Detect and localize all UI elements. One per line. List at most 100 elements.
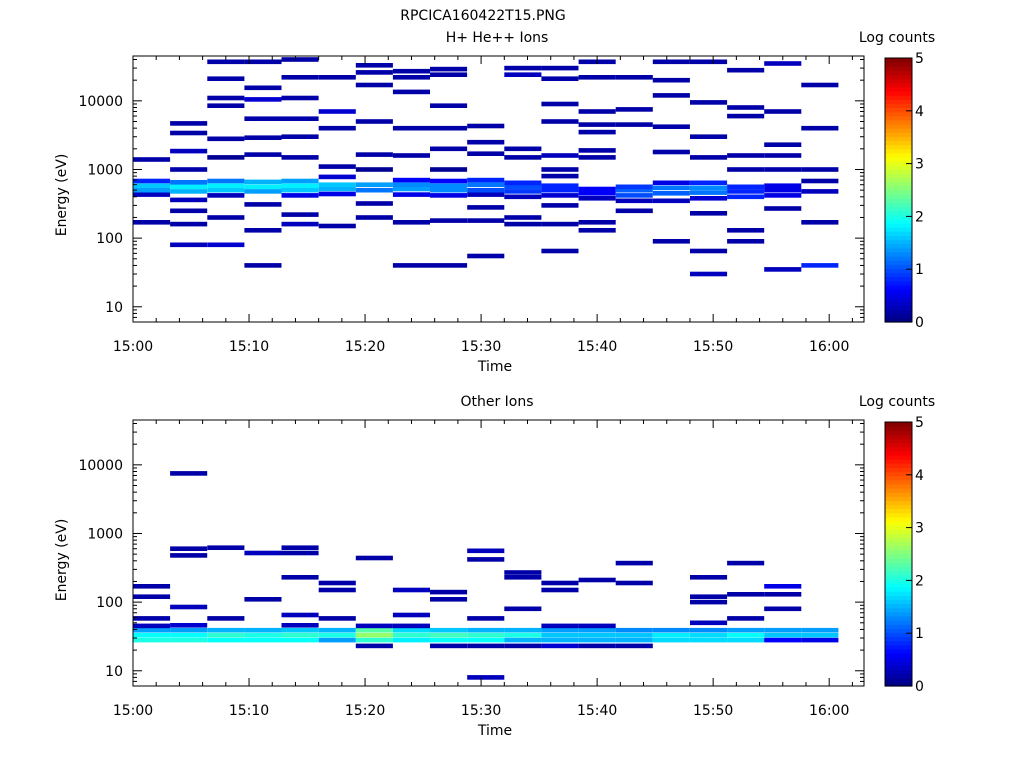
heatmap-cell bbox=[244, 85, 282, 91]
colorbar-swatch bbox=[885, 492, 912, 497]
heatmap-cell bbox=[690, 211, 728, 216]
heatmap-cell bbox=[764, 183, 802, 188]
heatmap-cell bbox=[467, 187, 505, 193]
colorbar-swatch bbox=[885, 260, 912, 265]
heatmap-cell bbox=[281, 95, 319, 101]
heatmap-cell bbox=[764, 167, 802, 172]
heatmap-cell bbox=[355, 637, 393, 643]
heatmap-cell bbox=[764, 109, 802, 114]
y-tick-label: 100 bbox=[96, 595, 123, 611]
heatmap-cell bbox=[318, 616, 356, 621]
heatmap-cell bbox=[504, 637, 542, 643]
heatmap-cell bbox=[467, 139, 505, 145]
heatmap-cell bbox=[764, 267, 802, 272]
plot-frame bbox=[132, 55, 865, 323]
heatmap-cell bbox=[727, 239, 765, 244]
heatmap-cell bbox=[801, 627, 839, 633]
heatmap-cell bbox=[727, 194, 765, 200]
y-tick-label: 10000 bbox=[78, 458, 123, 474]
heatmap-cell bbox=[392, 192, 430, 197]
heatmap-cell bbox=[133, 632, 171, 638]
heatmap-cell bbox=[281, 212, 319, 217]
x-tick-label: 15:40 bbox=[577, 339, 617, 355]
heatmap-cell bbox=[355, 215, 393, 220]
heatmap-cell bbox=[392, 632, 430, 638]
heatmap-cell bbox=[318, 587, 356, 593]
heatmap-cell bbox=[690, 271, 728, 277]
colorbar-swatch bbox=[885, 111, 912, 117]
heatmap-cell bbox=[690, 190, 728, 195]
colorbar-swatch bbox=[885, 500, 912, 506]
heatmap-cell bbox=[244, 59, 282, 65]
heatmap-cell bbox=[281, 612, 319, 618]
heatmap-cell bbox=[764, 632, 802, 638]
x-tick-label: 15:00 bbox=[113, 703, 153, 719]
colorbar-tick-label: 1 bbox=[915, 626, 924, 642]
colorbar-swatch bbox=[885, 276, 912, 282]
heatmap-cell bbox=[764, 637, 802, 643]
heatmap-cell bbox=[133, 220, 171, 225]
heatmap-cell bbox=[652, 59, 690, 65]
heatmap-cell bbox=[541, 221, 579, 227]
colorbar-swatch bbox=[885, 124, 912, 129]
heatmap-cell bbox=[467, 616, 505, 621]
colorbar-swatch bbox=[885, 284, 912, 290]
heatmap-cell bbox=[504, 606, 542, 612]
colorbar-swatch bbox=[885, 533, 912, 539]
heatmap-cell bbox=[467, 123, 505, 129]
colorbar-swatch bbox=[885, 620, 912, 625]
colorbar-swatch bbox=[885, 615, 912, 621]
heatmap-cell bbox=[467, 627, 505, 633]
heatmap-cell bbox=[318, 637, 356, 643]
heatmap-cell bbox=[244, 637, 282, 643]
colorbar-swatch bbox=[885, 78, 912, 84]
heatmap-cell bbox=[541, 76, 579, 81]
colorbar-swatch bbox=[885, 251, 912, 257]
heatmap-cell bbox=[801, 167, 839, 172]
heatmap-cell bbox=[541, 187, 579, 193]
colorbar-swatch bbox=[885, 173, 912, 179]
colorbar-swatch bbox=[885, 82, 912, 88]
heatmap-cell bbox=[170, 632, 208, 638]
colorbar-swatch bbox=[885, 483, 912, 489]
x-tick-label: 16:00 bbox=[809, 703, 849, 719]
heatmap-cell bbox=[541, 637, 579, 643]
heatmap-cell bbox=[281, 221, 319, 227]
colorbar-swatch bbox=[885, 529, 912, 534]
heatmap-cell bbox=[170, 208, 208, 214]
colorbar-swatch bbox=[885, 280, 912, 286]
colorbar-swatch bbox=[885, 128, 912, 133]
colorbar-swatch bbox=[885, 512, 912, 518]
heatmap-cell bbox=[430, 125, 468, 131]
colorbar-tick-label: 2 bbox=[915, 573, 924, 589]
heatmap-cell bbox=[727, 616, 765, 621]
x-tick-label: 16:00 bbox=[809, 339, 849, 355]
heatmap-cell bbox=[652, 632, 690, 638]
colorbar-swatch bbox=[885, 488, 912, 493]
heatmap-cell bbox=[764, 61, 802, 66]
colorbar-swatch bbox=[885, 218, 912, 224]
heatmap-cell bbox=[690, 100, 728, 105]
heatmap-cell bbox=[541, 167, 579, 172]
colorbar-swatch bbox=[885, 95, 912, 100]
heatmap-cell bbox=[170, 121, 208, 126]
heatmap-cell bbox=[764, 153, 802, 158]
heatmap-cell bbox=[318, 182, 356, 187]
colorbar-swatch bbox=[885, 554, 912, 559]
colorbar-swatch bbox=[885, 537, 912, 543]
heatmap-cell bbox=[652, 627, 690, 633]
heatmap-cell bbox=[504, 184, 542, 190]
heatmap-cell bbox=[170, 553, 208, 558]
heatmap-cell bbox=[430, 187, 468, 193]
heatmap-cell bbox=[578, 196, 616, 201]
colorbar-swatch bbox=[885, 74, 912, 80]
colorbar-swatch bbox=[885, 239, 912, 245]
heatmap-cell bbox=[615, 580, 653, 586]
heatmap-cell bbox=[207, 103, 245, 108]
colorbar-swatch bbox=[885, 107, 912, 113]
colorbar-swatch bbox=[885, 91, 912, 96]
heatmap-cell bbox=[207, 632, 245, 638]
heatmap-cell bbox=[170, 197, 208, 203]
x-axis-label: Time bbox=[477, 359, 512, 375]
